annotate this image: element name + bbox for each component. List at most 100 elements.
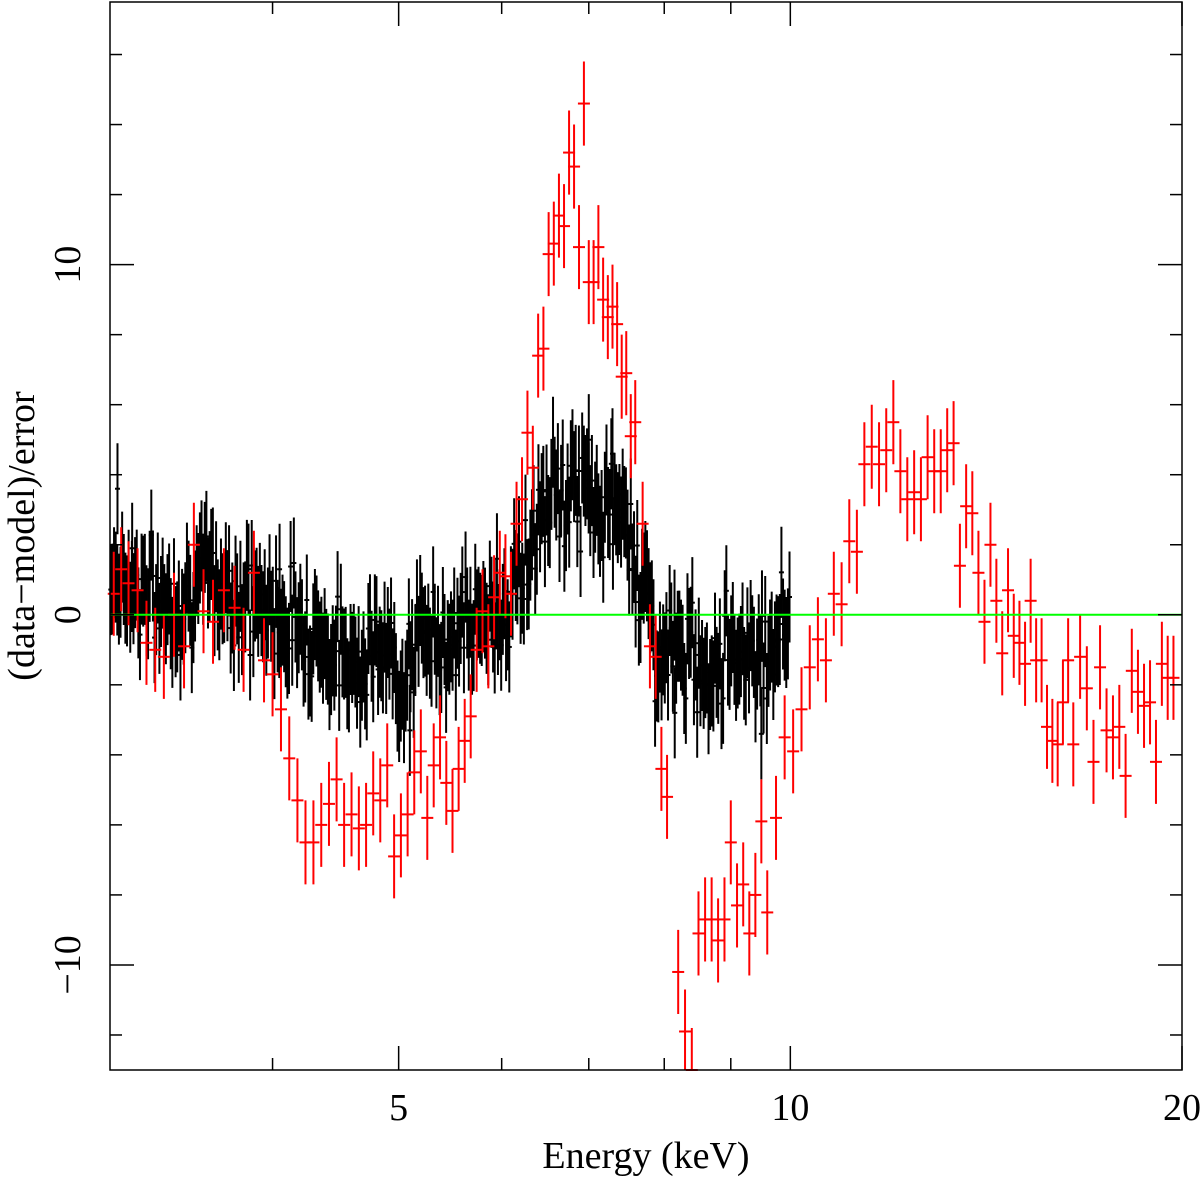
plot-frame	[109, 1, 1183, 1071]
black-point	[506, 601, 512, 693]
axis-ticks	[110, 2, 1183, 1070]
red-point	[237, 607, 250, 692]
red-point	[493, 530, 506, 615]
red-point	[1002, 548, 1015, 633]
red-point	[532, 313, 545, 398]
x-tick-label: 20	[1163, 1087, 1200, 1129]
red-point	[122, 541, 135, 626]
red-point	[322, 761, 335, 846]
red-point	[1087, 719, 1100, 804]
red-point	[1024, 558, 1037, 643]
black-point	[370, 631, 376, 723]
black-point	[555, 423, 561, 515]
black-point	[137, 589, 143, 681]
black-point	[289, 594, 295, 686]
red-point	[643, 604, 656, 689]
black-point	[412, 604, 418, 697]
red-point	[464, 674, 477, 759]
black-point	[540, 445, 546, 537]
red-point	[724, 800, 737, 885]
red-point	[157, 614, 170, 699]
black-point	[247, 609, 253, 701]
red-point	[894, 429, 907, 514]
red-point	[258, 618, 271, 703]
red-point	[573, 205, 586, 290]
red-point	[1167, 635, 1180, 720]
black-point	[740, 582, 746, 674]
black-point	[758, 688, 764, 780]
red-point	[972, 530, 985, 615]
y-tick-label: 0	[47, 605, 89, 624]
black-point	[494, 513, 500, 605]
black-point	[176, 560, 182, 652]
red-point	[521, 390, 534, 475]
red-point	[414, 709, 427, 794]
black-point	[634, 500, 640, 592]
black-point	[522, 474, 528, 566]
red-point	[360, 782, 373, 867]
red-point	[1138, 663, 1151, 748]
red-point	[819, 618, 832, 703]
red-point	[921, 415, 934, 500]
black-point	[589, 435, 595, 527]
black-point	[453, 629, 459, 721]
red-point	[655, 726, 668, 811]
red-point	[247, 530, 260, 615]
black-point	[557, 490, 563, 583]
red-point	[914, 457, 927, 542]
red-point	[537, 306, 550, 391]
black-point	[609, 408, 615, 500]
red-point	[636, 481, 649, 566]
black-point	[578, 505, 584, 598]
black-point	[459, 546, 465, 638]
black-point	[787, 551, 793, 643]
red-point	[880, 408, 893, 493]
black-point	[245, 523, 251, 615]
black-point	[761, 642, 767, 734]
red-point	[381, 723, 394, 808]
black-point	[762, 576, 768, 668]
red-point	[149, 607, 162, 692]
red-point	[542, 212, 555, 297]
red-point	[568, 124, 581, 209]
red-point	[197, 569, 210, 654]
red-point	[941, 408, 954, 493]
red-point	[1149, 719, 1162, 804]
red-point	[476, 569, 489, 654]
red-point	[761, 870, 774, 955]
red-point	[421, 775, 434, 860]
black-point	[364, 649, 370, 741]
series-red-points	[107, 61, 1180, 1071]
red-point	[629, 380, 642, 465]
x-tick-label: 5	[389, 1087, 408, 1129]
red-point	[1155, 621, 1168, 706]
x-tick-label: 10	[771, 1087, 809, 1129]
red-point	[712, 898, 725, 983]
black-point	[626, 524, 632, 616]
red-point	[131, 548, 144, 633]
black-point	[743, 634, 749, 726]
red-point	[207, 579, 220, 664]
red-point	[858, 422, 871, 507]
red-point	[338, 782, 351, 867]
red-point	[388, 814, 401, 899]
red-point	[770, 775, 783, 860]
red-point	[827, 551, 840, 636]
red-point	[1013, 600, 1026, 685]
red-point	[434, 695, 447, 780]
black-point	[633, 556, 639, 648]
black-point	[203, 490, 209, 582]
black-point	[717, 598, 723, 690]
black-point	[309, 630, 315, 722]
red-point	[1019, 621, 1032, 706]
black-point	[441, 594, 447, 686]
red-point	[499, 534, 512, 619]
black-point	[155, 532, 161, 624]
red-point	[1144, 660, 1157, 745]
black-point	[778, 526, 784, 618]
red-point	[843, 499, 856, 584]
red-point	[737, 842, 750, 927]
black-point	[607, 469, 613, 561]
red-point	[990, 558, 1003, 643]
red-point	[178, 604, 191, 689]
